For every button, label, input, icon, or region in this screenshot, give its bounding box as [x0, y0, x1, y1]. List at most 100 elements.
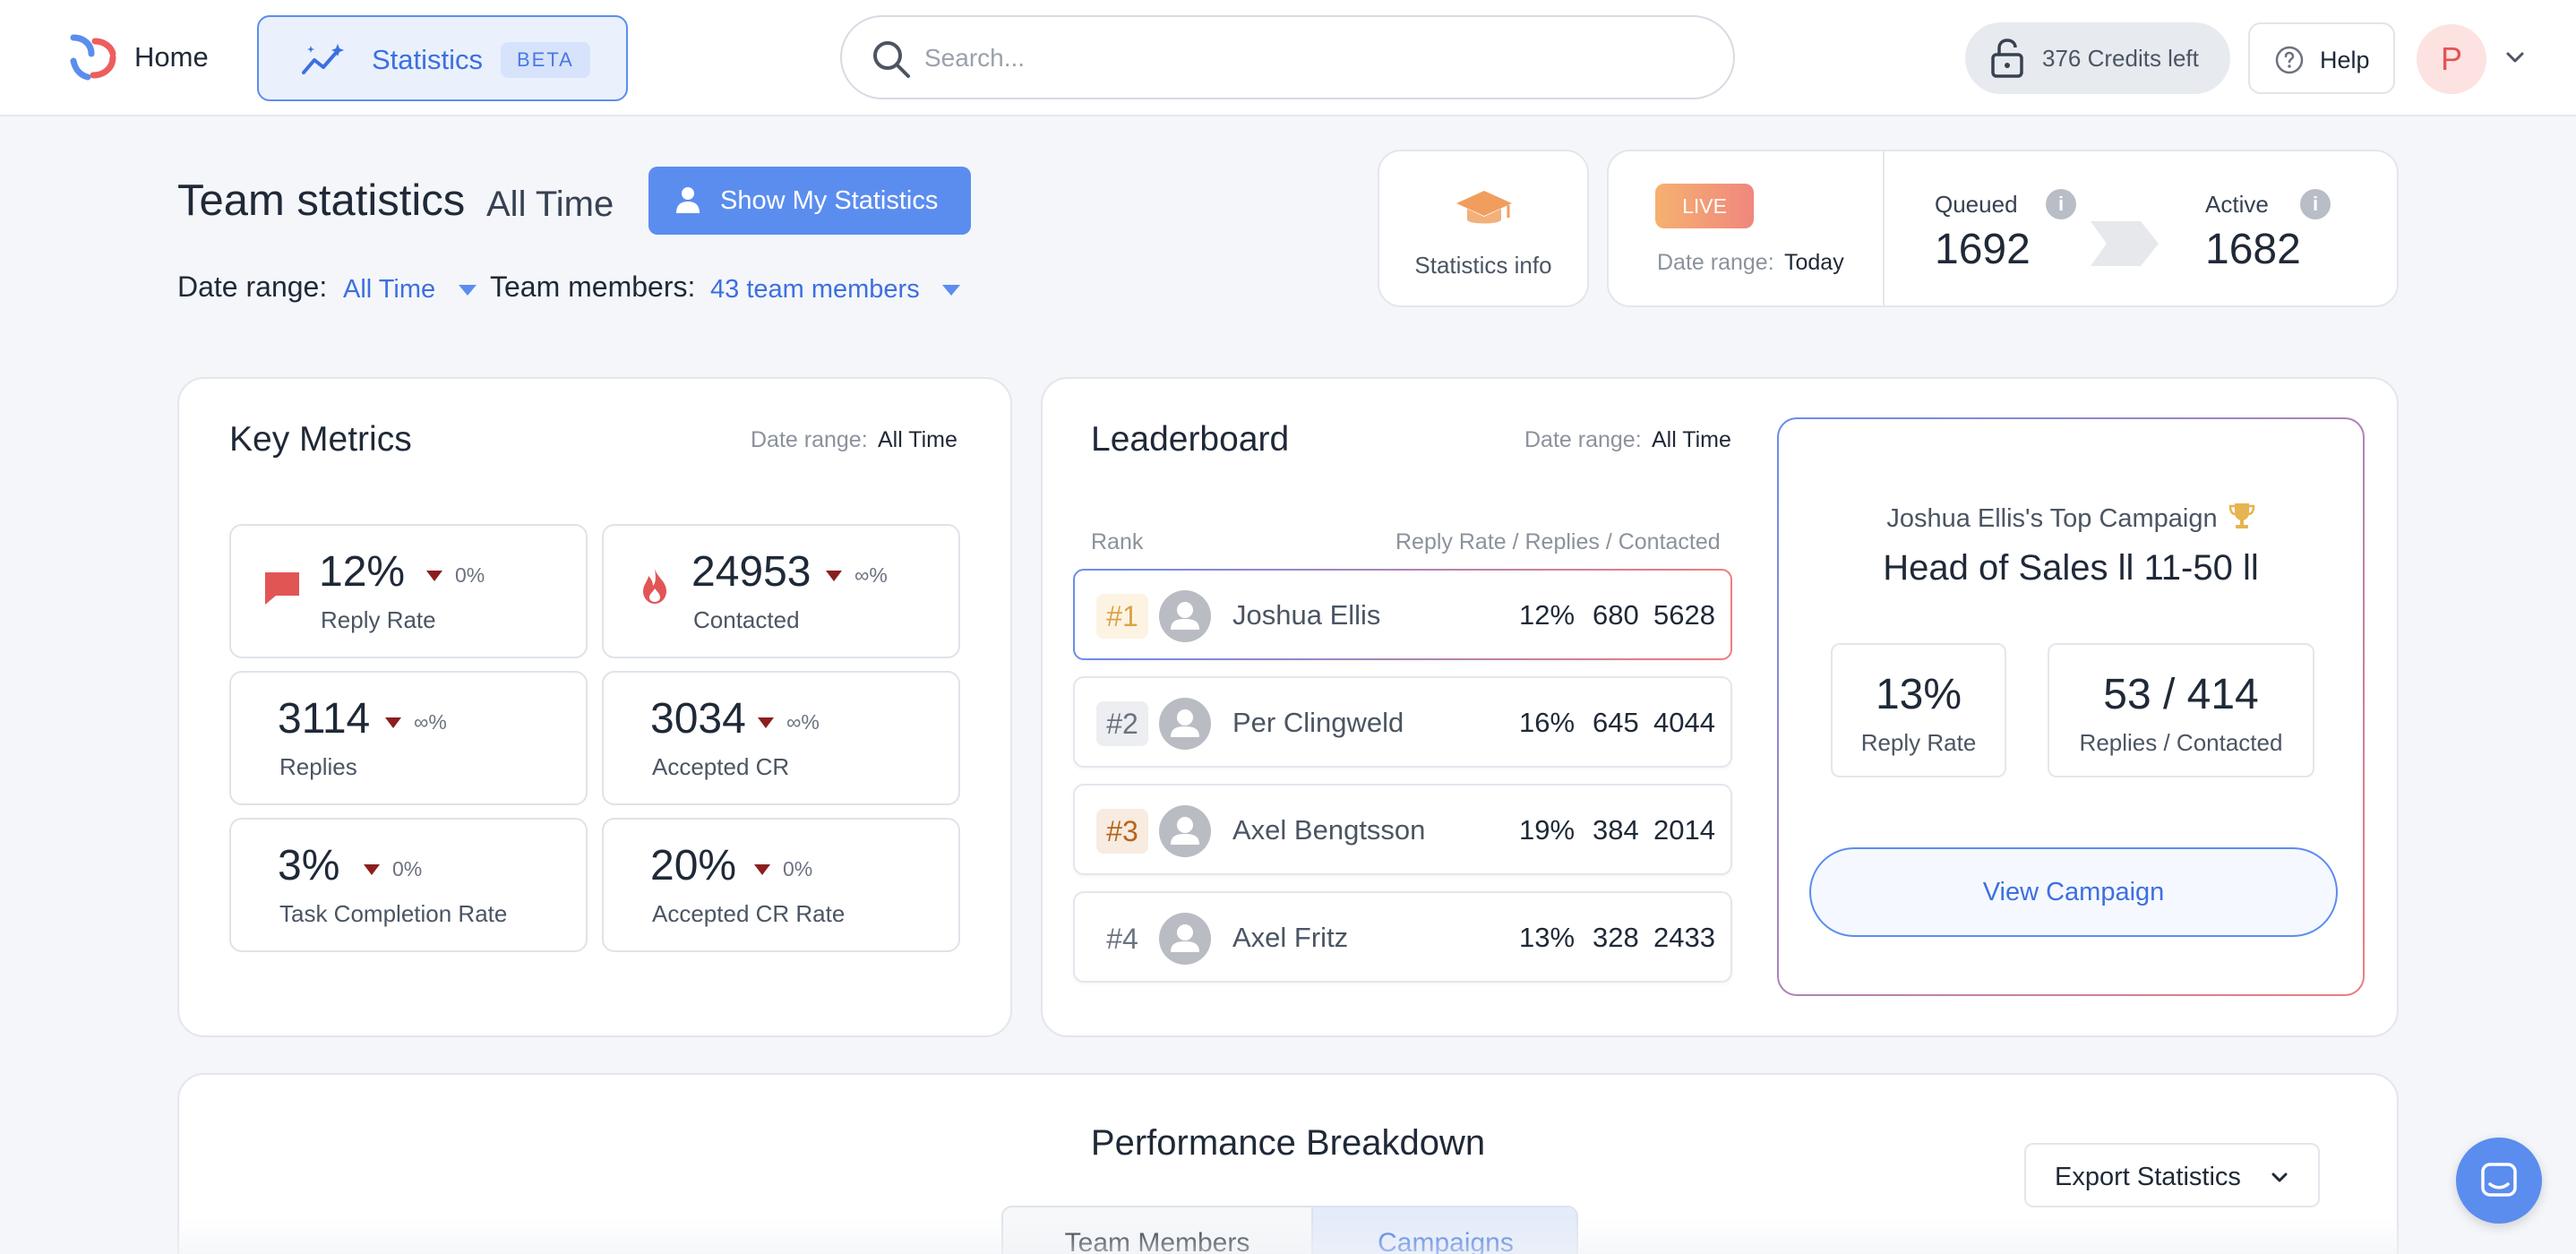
top-navigation-bar: Home Statistics BETA 376 Credits left — [0, 0, 2576, 116]
search-icon — [873, 41, 910, 78]
contacted: 2433 — [1653, 922, 1715, 953]
export-statistics-button[interactable]: Export Statistics — [2024, 1143, 2320, 1207]
contacted: 4044 — [1653, 707, 1715, 738]
reply-rate: 13% — [1519, 922, 1576, 953]
show-my-statistics-label: Show My Statistics — [720, 186, 939, 215]
search-input[interactable] — [924, 37, 1695, 80]
key-metrics-title: Key Metrics — [229, 420, 412, 459]
member-name: Joshua Ellis — [1232, 599, 1381, 631]
leaderboard-row[interactable]: #2 Per Clingweld 16% 645 4044 — [1073, 676, 1732, 768]
metric-change: 0% — [783, 857, 813, 880]
question-circle-icon — [2275, 46, 2304, 74]
credits-indicator[interactable]: 376 Credits left — [1965, 22, 2230, 94]
rank-badge: #3 — [1096, 809, 1148, 854]
user-avatar[interactable]: P — [2417, 24, 2486, 94]
statistics-info-card[interactable]: Statistics info — [1378, 150, 1589, 307]
team-members-label: Team members: — [490, 271, 696, 303]
leaderboard-date-range-label: Date range: — [1524, 427, 1642, 452]
divider — [1883, 151, 1885, 305]
performance-breakdown-card: Performance Breakdown Export Statistics … — [177, 1073, 2399, 1254]
home-link[interactable]: Home — [134, 41, 209, 73]
help-label: Help — [2320, 47, 2370, 73]
metric-label: Accepted CR Rate — [652, 900, 846, 927]
arrow-right-icon — [2091, 221, 2159, 266]
date-range-select[interactable]: All Time — [343, 275, 436, 304]
export-statistics-label: Export Statistics — [2055, 1163, 2241, 1191]
metric-label: Accepted CR — [652, 753, 790, 780]
metric-accepted-cr-rate: 20% 0% Accepted CR Rate — [602, 818, 960, 952]
view-campaign-button[interactable]: View Campaign — [1809, 847, 2338, 937]
live-date-range-value: Today — [1784, 250, 1844, 275]
top-campaign-subtitle-row: Joshua Ellis's Top Campaign — [1779, 502, 2363, 534]
queued-info-icon[interactable]: i — [2046, 189, 2076, 219]
statistics-info-label: Statistics info — [1414, 252, 1552, 279]
top-campaign-card: Joshua Ellis's Top Campaign Head of Sale… — [1777, 417, 2365, 996]
statistics-tab-label: Statistics — [372, 44, 484, 75]
date-range-label: Date range: — [177, 271, 328, 303]
top-campaign-replies-label: Replies / Contacted — [2079, 729, 2283, 756]
reply-rate: 19% — [1519, 814, 1576, 846]
replies: 328 — [1593, 922, 1639, 953]
leaderboard-row[interactable]: #3 Axel Bengtsson 19% 384 2014 — [1073, 784, 1732, 875]
trend-down-icon — [758, 717, 774, 728]
trophy-icon — [2228, 503, 2254, 528]
leaderboard-row[interactable]: #4 Axel Fritz 13% 328 2433 — [1073, 891, 1732, 983]
reply-rate: 16% — [1519, 707, 1576, 738]
queued-value: 1692 — [1935, 226, 2031, 273]
metric-value: 24953 — [691, 548, 811, 596]
live-stats-card: LIVE Date range: Today Queued i 1692 Act… — [1607, 150, 2399, 307]
app-logo-icon[interactable] — [68, 34, 118, 81]
page-title-range: All Time — [486, 185, 614, 224]
member-name: Per Clingweld — [1232, 707, 1404, 738]
person-avatar-icon — [1159, 698, 1211, 750]
trend-down-icon — [826, 571, 842, 581]
replies: 680 — [1593, 599, 1639, 631]
date-range-caret-icon[interactable] — [459, 285, 477, 296]
trend-down-icon — [364, 864, 380, 875]
performance-title: Performance Breakdown — [1090, 1123, 1486, 1163]
metric-change: 0% — [392, 857, 423, 880]
trend-down-icon — [385, 717, 401, 728]
stats-column-header: Reply Rate / Replies / Contacted — [1395, 529, 1721, 554]
leaderboard-row[interactable]: #1 Joshua Ellis 12% 680 5628 — [1073, 569, 1732, 660]
statistics-tab[interactable]: Statistics BETA — [257, 15, 628, 101]
team-members-caret-icon[interactable] — [942, 285, 960, 296]
metric-label: Reply Rate — [321, 606, 436, 633]
key-metrics-date-range-label: Date range: — [751, 427, 868, 452]
person-avatar-icon — [1159, 805, 1211, 857]
active-value: 1682 — [2205, 226, 2301, 273]
metric-label: Task Completion Rate — [279, 900, 508, 927]
top-campaign-reply-rate-value: 13% — [1875, 671, 1962, 718]
help-button[interactable]: Help — [2248, 22, 2395, 94]
chevron-down-icon — [2271, 1172, 2288, 1182]
tab-campaigns[interactable]: Campaigns — [1313, 1207, 1576, 1254]
search-bar[interactable] — [840, 15, 1735, 99]
chat-widget-button[interactable] — [2456, 1138, 2542, 1224]
top-campaign-subtitle: Joshua Ellis's Top Campaign — [1886, 504, 2218, 533]
metric-change: 0% — [455, 563, 485, 587]
active-info-icon[interactable]: i — [2300, 189, 2331, 219]
team-members-select[interactable]: 43 team members — [710, 275, 920, 304]
top-campaign-reply-rate-label: Reply Rate — [1860, 729, 1977, 756]
metric-contacted: 24953 ∞% Contacted — [602, 524, 960, 658]
chevron-down-icon[interactable] — [2503, 45, 2528, 70]
active-label: Active — [2205, 191, 2269, 218]
queued-label: Queued — [1935, 191, 2018, 218]
metric-value: 20% — [650, 842, 737, 889]
metric-accepted-cr: 3034 ∞% Accepted CR — [602, 671, 960, 805]
performance-tabs: Team Members Campaigns — [1001, 1206, 1578, 1254]
show-my-statistics-button[interactable]: Show My Statistics — [648, 167, 971, 235]
rank-column-header: Rank — [1091, 529, 1144, 554]
key-metrics-card: Key Metrics Date range: All Time 12% 0% … — [177, 377, 1012, 1037]
trend-down-icon — [754, 864, 770, 875]
top-campaign-title: Head of Sales ll 11-50 ll — [1883, 548, 2259, 588]
metric-replies: 3114 ∞% Replies — [229, 671, 588, 805]
metric-change: ∞% — [854, 563, 888, 587]
fire-icon — [643, 569, 666, 604]
metric-value: 3034 — [650, 695, 746, 743]
rank-badge: #2 — [1096, 701, 1148, 746]
metric-change: ∞% — [786, 710, 820, 734]
chat-icon — [265, 572, 299, 605]
tab-team-members[interactable]: Team Members — [1003, 1207, 1313, 1254]
metric-value: 12% — [319, 548, 406, 596]
